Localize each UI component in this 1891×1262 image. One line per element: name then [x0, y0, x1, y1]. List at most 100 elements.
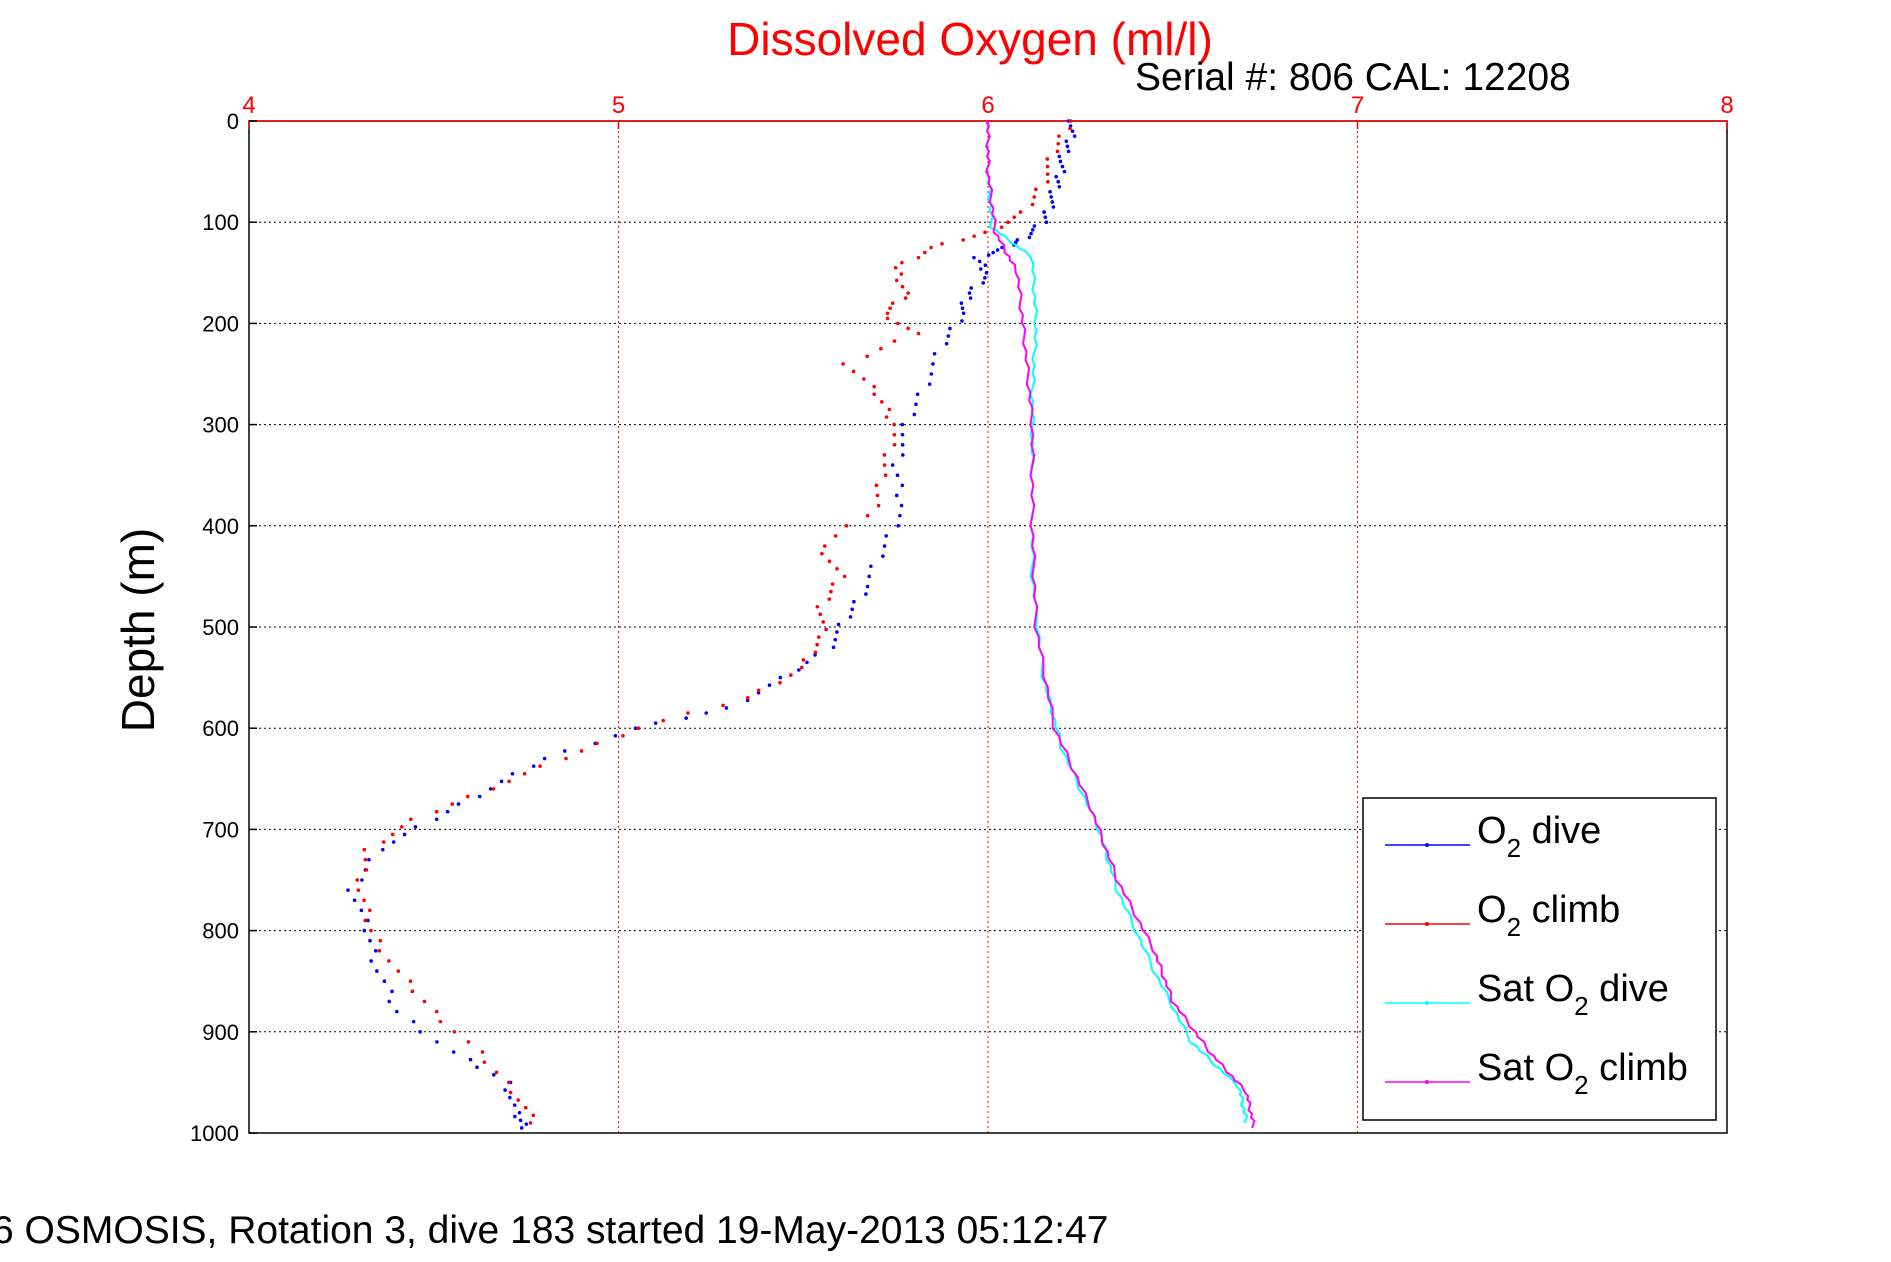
y-tick-label: 200 — [202, 311, 239, 336]
data-point — [842, 574, 847, 579]
data-point — [894, 278, 899, 283]
data-point — [912, 412, 917, 417]
data-point — [1072, 134, 1077, 138]
series-o2-climb — [355, 119, 1073, 1125]
data-point — [890, 463, 895, 467]
data-point — [931, 362, 935, 366]
data-point — [517, 1110, 522, 1115]
data-point — [872, 392, 876, 397]
y-tick-label: 1000 — [190, 1121, 239, 1146]
series-layer — [346, 119, 1256, 1130]
data-point — [895, 473, 900, 478]
data-point — [636, 726, 641, 730]
data-point — [377, 949, 382, 953]
data-point — [892, 443, 897, 447]
data-point — [851, 369, 856, 374]
data-point — [435, 1040, 439, 1044]
data-point — [1006, 220, 1010, 224]
data-point — [827, 597, 832, 601]
data-point — [818, 612, 823, 617]
data-point — [531, 764, 536, 768]
data-point — [879, 400, 884, 404]
data-point — [972, 234, 976, 238]
series-sat-o2-climb — [985, 120, 1256, 1129]
y-tick-label: 900 — [202, 1020, 239, 1045]
data-point — [869, 564, 873, 569]
data-point — [882, 544, 887, 548]
data-point — [927, 382, 932, 386]
legend-label: O2 climb — [1477, 889, 1620, 942]
data-point — [1055, 149, 1060, 154]
data-point — [562, 749, 567, 753]
data-point — [482, 1060, 487, 1064]
data-point — [523, 1105, 528, 1110]
data-point — [364, 868, 369, 872]
data-point — [621, 733, 625, 738]
data-point — [824, 627, 828, 632]
data-point — [872, 384, 876, 389]
data-point — [1049, 195, 1053, 199]
data-point — [411, 1019, 416, 1024]
data-point — [1044, 220, 1049, 224]
data-point — [369, 959, 373, 963]
legend-swatch-marker — [1425, 1080, 1429, 1084]
data-point — [893, 265, 898, 270]
data-point — [434, 809, 439, 814]
data-point — [881, 554, 885, 558]
data-point — [900, 432, 905, 437]
data-point — [434, 1009, 439, 1014]
data-point — [968, 296, 973, 300]
data-point — [833, 534, 838, 538]
data-point — [879, 346, 883, 351]
data-point — [831, 645, 836, 650]
data-point — [983, 230, 987, 235]
data-point — [362, 928, 367, 933]
data-point — [969, 286, 973, 290]
data-point — [480, 1050, 485, 1054]
data-point — [977, 259, 982, 264]
y-tick-label: 300 — [202, 413, 239, 438]
data-point — [900, 422, 905, 427]
y-tick-label: 800 — [202, 919, 239, 944]
data-point — [391, 840, 396, 844]
data-point — [1056, 179, 1061, 184]
data-point — [450, 802, 455, 806]
data-point — [1060, 164, 1065, 169]
data-point — [960, 319, 964, 323]
data-point — [801, 658, 806, 662]
data-point — [507, 779, 511, 784]
data-point — [465, 794, 470, 799]
data-point — [684, 716, 688, 720]
data-point — [885, 311, 890, 316]
data-point — [850, 607, 855, 612]
data-point — [579, 749, 584, 753]
legend-swatch-marker — [1425, 922, 1429, 926]
data-point — [522, 771, 527, 776]
data-point — [355, 878, 360, 882]
data-point — [848, 615, 853, 619]
data-point — [1000, 245, 1004, 250]
data-point — [519, 1126, 524, 1130]
data-point — [821, 620, 826, 624]
data-point — [959, 301, 964, 305]
data-point — [704, 711, 709, 715]
data-point — [508, 1095, 512, 1100]
data-point — [686, 711, 690, 715]
data-point — [367, 857, 371, 862]
data-point — [892, 339, 897, 343]
data-point — [518, 1118, 523, 1123]
data-point — [914, 402, 918, 407]
legend-label: Sat O2 climb — [1477, 1047, 1688, 1100]
data-point — [1051, 205, 1056, 209]
data-point — [1029, 231, 1033, 236]
data-point — [844, 524, 849, 528]
data-point — [346, 888, 350, 892]
data-point — [413, 825, 418, 829]
data-point — [890, 301, 895, 305]
data-point — [1058, 159, 1063, 164]
data-point — [756, 688, 761, 693]
data-point — [986, 253, 991, 257]
data-point — [1043, 215, 1048, 219]
data-point — [399, 825, 404, 829]
data-point — [865, 584, 870, 589]
